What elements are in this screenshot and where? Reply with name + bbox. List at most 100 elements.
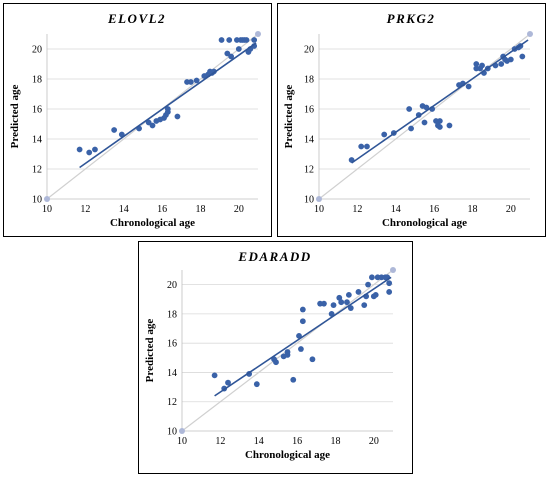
data-point — [436, 124, 443, 130]
x-tick-label: 12 — [80, 204, 90, 215]
y-tick-label: 18 — [167, 309, 177, 320]
data-point — [336, 294, 343, 301]
trendline — [351, 39, 529, 164]
x-tick-label: 16 — [429, 204, 439, 215]
data-point — [164, 109, 171, 115]
data-point — [479, 62, 485, 69]
y-axis-title: Predicted age — [144, 319, 156, 383]
x-tick-label: 10 — [314, 204, 324, 215]
chart-title: EDARADD — [237, 249, 311, 264]
y-tick-label: 14 — [167, 368, 177, 379]
y-axis-title: Predicted age — [9, 85, 21, 149]
y-tick-label: 20 — [32, 45, 42, 56]
x-tick-label: 12 — [215, 436, 225, 447]
data-point — [225, 379, 231, 386]
data-point — [386, 280, 393, 287]
data-point — [330, 302, 337, 309]
data-point — [421, 119, 428, 126]
data-point — [406, 106, 413, 112]
data-point — [361, 302, 368, 309]
data-point — [174, 113, 181, 120]
chart-title: ELOVL2 — [107, 11, 166, 26]
reference-point — [255, 31, 261, 37]
data-point — [347, 305, 354, 311]
identity-line — [318, 33, 531, 200]
x-tick-label: 14 — [119, 204, 129, 215]
data-point — [345, 291, 352, 298]
data-point — [299, 306, 306, 313]
x-axis-title: Chronological age — [382, 217, 467, 229]
reference-point — [390, 267, 396, 273]
y-tick-label: 12 — [304, 165, 314, 176]
x-tick-label: 18 — [467, 204, 477, 215]
data-point — [321, 300, 327, 307]
data-point — [498, 61, 505, 67]
panel-border — [277, 3, 546, 237]
data-point — [86, 149, 93, 156]
y-tick-label: 12 — [32, 165, 42, 176]
chart-panel-2: 10 12 14 16 18 20 10 12 14 16 18 20 PRKG2 Chronologic… — [277, 3, 546, 237]
y-tick-label: 20 — [304, 45, 314, 56]
data-point — [344, 299, 350, 306]
x-tick-label: 12 — [352, 204, 362, 215]
data-point — [235, 46, 242, 52]
data-point — [253, 381, 260, 388]
y-tick-label: 10 — [304, 195, 314, 206]
data-point — [111, 127, 118, 133]
y-axis-title: Predicted age — [283, 85, 295, 149]
data-point — [243, 37, 250, 43]
data-point — [193, 77, 200, 84]
data-point — [355, 289, 362, 295]
y-tick-label: 16 — [167, 339, 177, 350]
y-tick-label: 14 — [304, 135, 314, 146]
data-point — [298, 346, 304, 352]
data-point — [226, 37, 233, 43]
x-tick-label: 20 — [369, 436, 379, 447]
chart-panel-3: 10 12 14 16 18 20 10 12 14 16 18 20 EDARADD Chronolog… — [138, 241, 413, 474]
reference-point — [316, 196, 322, 202]
y-tick-label: 16 — [304, 105, 314, 116]
y-tick-label: 10 — [32, 195, 42, 206]
data-point — [149, 122, 156, 129]
trendline — [79, 42, 257, 169]
data-point — [251, 37, 258, 43]
y-tick-label: 18 — [32, 75, 42, 86]
data-point — [386, 289, 393, 295]
data-point — [76, 146, 83, 153]
x-axis-title: Chronological age — [110, 217, 195, 229]
x-tick-label: 16 — [157, 204, 167, 215]
x-tick-label: 10 — [42, 204, 52, 215]
y-tick-label: 18 — [304, 75, 314, 86]
y-tick-label: 14 — [32, 135, 42, 146]
data-point — [338, 299, 345, 306]
data-point — [408, 125, 414, 132]
reference-point — [44, 196, 50, 202]
data-point — [473, 61, 480, 67]
y-tick-label: 20 — [167, 280, 177, 291]
x-tick-label: 20 — [506, 204, 516, 215]
data-point — [381, 131, 388, 138]
y-tick-label: 16 — [32, 105, 42, 116]
trendline — [214, 276, 392, 397]
x-tick-label: 20 — [234, 204, 244, 215]
x-tick-label: 14 — [254, 436, 264, 447]
x-tick-label: 10 — [177, 436, 187, 447]
data-point — [465, 83, 472, 90]
x-tick-label: 16 — [292, 436, 302, 447]
x-axis-title: Chronological age — [245, 449, 330, 461]
data-point — [507, 56, 514, 63]
data-point — [309, 356, 316, 363]
data-point — [364, 143, 370, 150]
reference-point — [527, 31, 533, 37]
data-point — [273, 359, 279, 366]
x-tick-label: 18 — [330, 436, 340, 447]
data-point — [369, 274, 375, 281]
data-point — [284, 349, 291, 355]
data-point — [92, 146, 98, 153]
data-point — [299, 318, 306, 325]
data-point — [218, 37, 225, 43]
y-tick-label: 12 — [167, 397, 177, 408]
data-point — [436, 118, 443, 124]
data-point — [211, 372, 218, 379]
